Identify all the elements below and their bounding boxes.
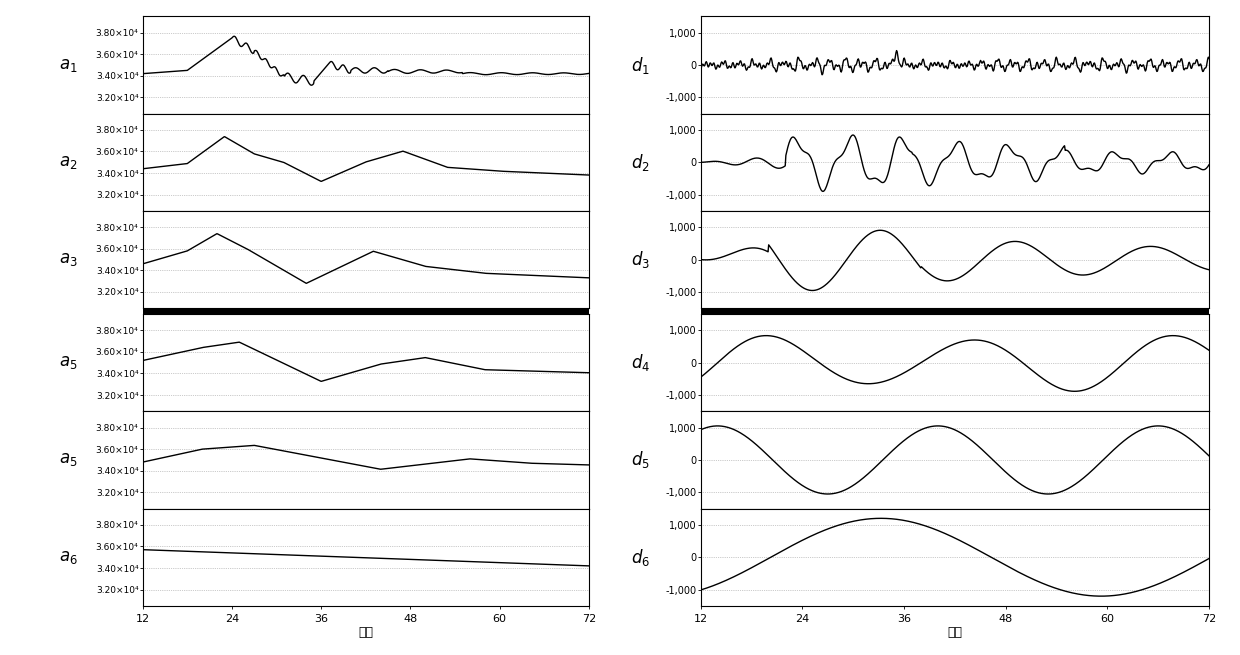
Y-axis label: $a_3$: $a_3$ xyxy=(58,251,77,268)
Y-axis label: $a_1$: $a_1$ xyxy=(58,56,77,73)
Y-axis label: $a_5$: $a_5$ xyxy=(58,451,77,468)
Y-axis label: $d_6$: $d_6$ xyxy=(631,547,650,568)
Y-axis label: $d_4$: $d_4$ xyxy=(631,352,650,373)
Y-axis label: $d_2$: $d_2$ xyxy=(631,152,650,173)
Y-axis label: $a_5$: $a_5$ xyxy=(58,354,77,371)
Y-axis label: $d_5$: $d_5$ xyxy=(631,449,650,470)
X-axis label: 时间: 时间 xyxy=(947,626,962,639)
Y-axis label: $d_1$: $d_1$ xyxy=(631,54,650,75)
X-axis label: 时间: 时间 xyxy=(358,626,373,639)
Y-axis label: $a_6$: $a_6$ xyxy=(58,549,77,566)
Y-axis label: $a_2$: $a_2$ xyxy=(58,154,77,171)
Y-axis label: $d_3$: $d_3$ xyxy=(631,249,650,270)
